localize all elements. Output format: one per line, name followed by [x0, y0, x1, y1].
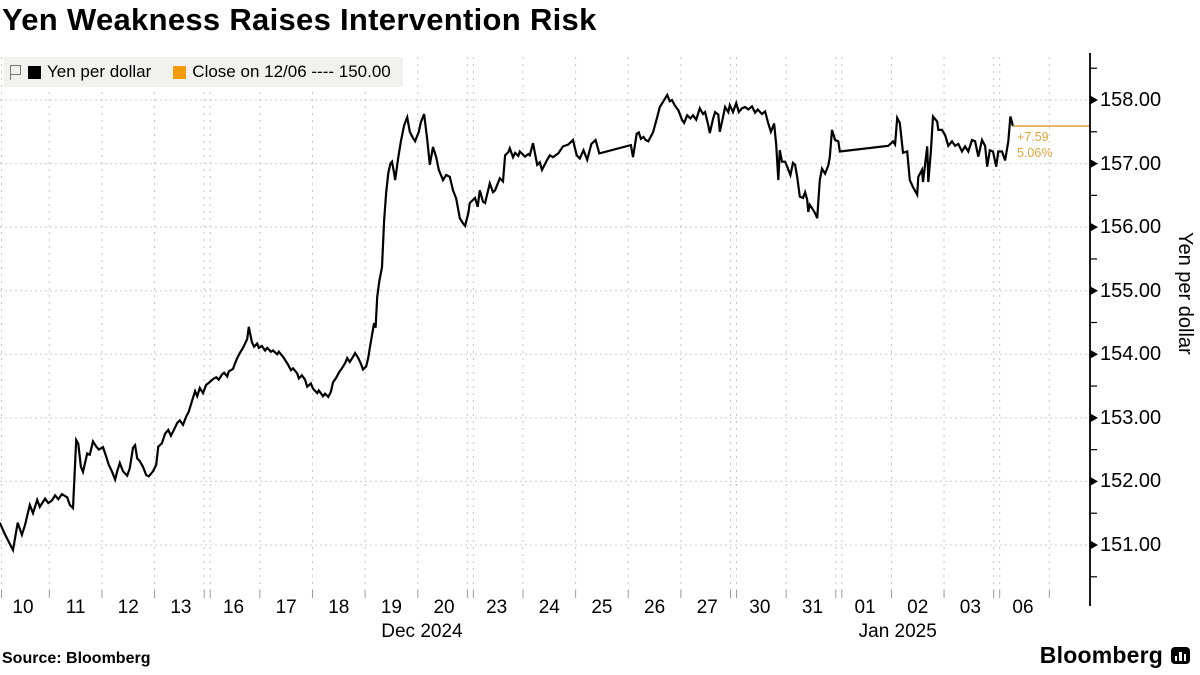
- y-major-tick-arrow: [1090, 222, 1098, 232]
- x-day-label: 30: [749, 597, 771, 618]
- vertical-gridlines: [1, 57, 1050, 598]
- x-day-label: 03: [959, 597, 981, 618]
- x-month-label: Dec 2024: [381, 621, 463, 642]
- y-tick-label: 155.00: [1100, 279, 1162, 302]
- x-day-label: 25: [591, 597, 613, 618]
- y-major-tick-arrow: [1090, 349, 1098, 359]
- x-day-label: 27: [696, 597, 718, 618]
- horizontal-gridlines: [0, 99, 1090, 546]
- x-day-label: 13: [170, 597, 192, 618]
- y-tick-label: 158.00: [1100, 89, 1162, 111]
- tracker-pin-icon: [10, 65, 21, 80]
- y-axis: [1089, 53, 1098, 606]
- price-line-group: [0, 92, 1090, 554]
- y-tick-label: 152.00: [1100, 470, 1162, 493]
- x-day-label: 12: [117, 597, 139, 618]
- y-axis-title: Yen per dollar: [1174, 232, 1196, 355]
- x-day-label: 06: [1012, 597, 1034, 618]
- x-day-label: 01: [854, 597, 876, 618]
- bloomberg-chart-icon: [1171, 647, 1190, 664]
- x-day-label: 24: [538, 597, 560, 618]
- y-tick-label: 153.00: [1100, 406, 1162, 429]
- x-day-label: 02: [907, 597, 929, 618]
- yen-price-line: [0, 92, 1015, 554]
- chart-title: Yen Weakness Raises Intervention Risk: [2, 2, 597, 37]
- bloomberg-logo: Bloomberg: [1040, 642, 1190, 669]
- y-major-tick-arrow: [1090, 286, 1098, 296]
- x-day-label: 19: [380, 597, 402, 618]
- y-tick-label: 156.00: [1100, 216, 1162, 239]
- price-change-percent: 5.06%: [1017, 146, 1053, 161]
- legend: Yen per dollar Close on 12/06 ---- 150.0…: [4, 57, 403, 87]
- x-day-label: 17: [275, 597, 297, 618]
- y-major-tick-arrow: [1090, 476, 1098, 486]
- x-day-label: 31: [801, 597, 824, 618]
- bloomberg-wordmark: Bloomberg: [1039, 642, 1163, 668]
- series-swatch-orange: [173, 65, 187, 79]
- x-day-label: 16: [222, 597, 245, 618]
- y-major-tick-arrow: [1090, 540, 1098, 550]
- legend-label-close-line: Close on 12/06 ---- 150.00: [192, 62, 391, 81]
- y-tick-label: 157.00: [1100, 152, 1162, 175]
- source-note: Source: Bloomberg: [2, 650, 151, 667]
- x-day-label: 26: [644, 597, 666, 618]
- x-day-label: 20: [433, 597, 455, 618]
- x-day-label: 23: [486, 597, 508, 618]
- last-price-annotation: +7.59 5.06%: [1017, 129, 1052, 161]
- y-major-tick-arrow: [1090, 413, 1098, 423]
- x-day-label: 10: [12, 597, 34, 618]
- y-tick-label: 154.00: [1100, 343, 1162, 366]
- x-day-label: 11: [65, 597, 86, 618]
- y-major-tick-arrow: [1090, 95, 1098, 105]
- price-change-value: +7.59: [1017, 130, 1049, 145]
- legend-label-yen-per-dollar: Yen per dollar: [47, 62, 152, 81]
- series-swatch-black: [28, 65, 41, 79]
- y-tick-label: 151.00: [1100, 533, 1162, 556]
- x-month-label: Jan 2025: [858, 621, 937, 642]
- y-major-tick-arrow: [1090, 159, 1098, 169]
- x-day-label: 18: [328, 597, 350, 618]
